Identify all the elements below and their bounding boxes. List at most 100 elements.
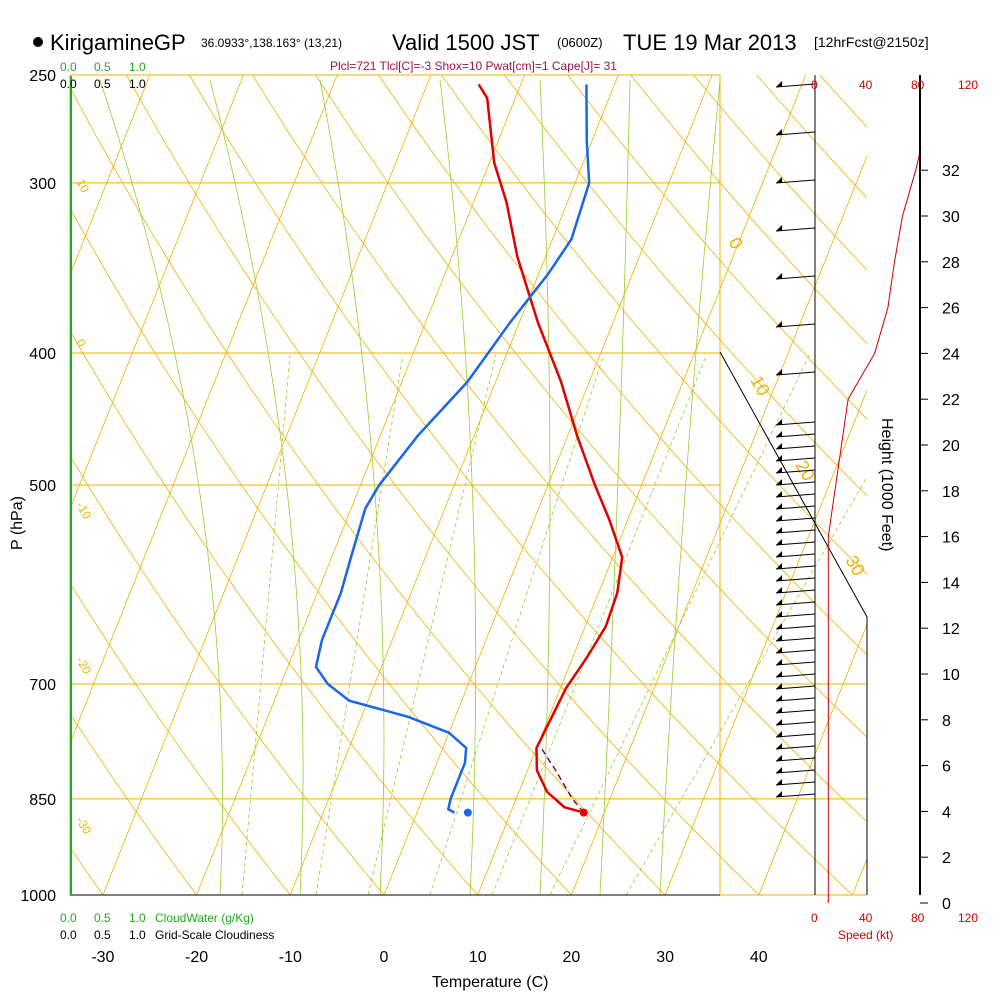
station-coords: 36.0933°,138.163° (13,21) <box>201 36 342 50</box>
pressure-tick-label: 400 <box>29 346 56 363</box>
wind-barb-flag <box>776 527 782 533</box>
x-tick-label: 10 <box>469 949 487 966</box>
cl-tick-bot-0: 0.0 <box>60 928 77 942</box>
isotherm-line <box>70 75 338 745</box>
temperature-line <box>477 83 624 814</box>
wind-barb <box>775 793 816 798</box>
speed-ticks-bottom: 0 40 80 120 <box>811 911 978 925</box>
wind-barb <box>775 553 816 558</box>
wind-barb <box>775 601 816 606</box>
cw-tick-bot-2: 1.0 <box>129 911 146 925</box>
height-tick-label: 24 <box>942 346 960 363</box>
wind-barb <box>775 697 816 702</box>
axes: -30 -20 -10 0 10 20 30 400246810121416182022242… <box>70 75 960 966</box>
isotherm-line <box>477 75 807 895</box>
surface-temperature-point <box>579 808 588 817</box>
wind-barb <box>775 227 816 232</box>
speed-tick-bot-1: 40 <box>859 911 873 925</box>
x-tick-label: 20 <box>563 949 581 966</box>
moist-adiabat-line <box>209 79 304 895</box>
height-tick-label: 26 <box>942 301 960 318</box>
wind-barb-flag <box>776 779 782 785</box>
wind-barb <box>775 179 816 184</box>
valid-date: TUE 19 Mar 2013 <box>623 30 797 55</box>
wind-barb-flag <box>776 623 782 629</box>
mixing-ratio-line <box>549 354 810 895</box>
wind-barb <box>775 493 816 498</box>
indices-line: Plcl=721 Tlcl[C]=-3 Shox=10 Pwat[cm]=1 C… <box>330 59 617 73</box>
speed-tick-bot-3: 120 <box>958 911 978 925</box>
wind-barb-flag <box>776 129 782 135</box>
height-tick-label: 8 <box>942 713 951 730</box>
mixing-ratio-line <box>367 354 497 895</box>
dry-adiabat-line <box>567 75 867 420</box>
isotherm-line <box>383 75 713 895</box>
cloudwater-legend-bottom: 0.0 0.5 1.0 CloudWater (g/Kg) 0.0 0.5 1.… <box>60 911 274 942</box>
wind-barb-flag <box>776 467 782 473</box>
x-tick-label: -20 <box>185 949 208 966</box>
dry-adiabat-line <box>252 75 867 823</box>
speed-tick-top-2: 80 <box>911 78 925 92</box>
wind-barb-flag <box>776 755 782 761</box>
wind-barb-flag <box>776 635 782 641</box>
wind-barb <box>775 757 816 762</box>
wind-barb-flag <box>776 587 782 593</box>
wind-barb <box>775 275 816 280</box>
height-tick-label: 12 <box>942 621 960 638</box>
wind-barb <box>775 445 816 450</box>
pressure-tick-label: 500 <box>29 478 56 495</box>
wind-barb <box>775 505 816 510</box>
wind-barb-flag <box>776 225 782 231</box>
wind-barb-flag <box>776 647 782 653</box>
wind-barb <box>775 433 816 438</box>
wind-barb <box>775 637 816 642</box>
wind-barb <box>775 565 816 570</box>
wind-barb-flag <box>776 273 782 279</box>
height-tick-label: 30 <box>942 209 960 226</box>
cloudwater-label: CloudWater (g/Kg) <box>155 911 254 925</box>
isotherm-label: -20 <box>73 655 94 677</box>
x-tick-label: 40 <box>750 949 768 966</box>
wind-barb <box>775 781 816 786</box>
isotherm-line <box>102 75 432 895</box>
pressure-tick-label: 300 <box>29 176 56 193</box>
speed-label: Speed (kt) <box>838 928 893 942</box>
wind-barb <box>775 685 816 690</box>
height-tick-label: 16 <box>942 530 960 547</box>
wind-barb-flag <box>776 431 782 437</box>
wind-barb <box>775 721 816 726</box>
wind-barb <box>775 769 816 774</box>
speed-tick-bot-0: 0 <box>811 911 818 925</box>
wind-barb <box>775 673 816 678</box>
pressure-tick-label: 700 <box>29 677 56 694</box>
speed-tick-top-3: 120 <box>958 78 978 92</box>
wind-barb-flag <box>776 599 782 605</box>
dry-adiabat-line <box>70 207 572 895</box>
wind-barb-flag <box>776 321 782 327</box>
dry-adiabat-line <box>0 75 9 895</box>
wind-barb <box>775 83 816 88</box>
wind-barb-flag <box>776 743 782 749</box>
cw-tick-top-2: 1.0 <box>129 60 146 74</box>
height-tick-label: 0 <box>942 896 951 913</box>
pressure-tick-label: 250 <box>29 68 56 85</box>
wind-barb-flag <box>776 563 782 569</box>
dry-adiabat-line <box>441 75 867 576</box>
cl-tick-bot-1: 0.5 <box>94 928 111 942</box>
wind-barb-flag <box>776 695 782 701</box>
wind-barb-flag <box>776 791 782 797</box>
isotherm-line <box>852 857 867 895</box>
wind-barb <box>775 745 816 750</box>
valid-utc: (0600Z) <box>557 35 603 50</box>
dry-adiabat-line <box>315 75 867 738</box>
wind-barb <box>775 421 816 426</box>
y2-axis-label: Height (1000 Feet) <box>878 418 895 551</box>
wind-barb <box>775 625 816 630</box>
cw-tick-top-1: 0.5 <box>94 60 111 74</box>
speed-tick-top-1: 40 <box>859 78 873 92</box>
wind-barbs <box>719 75 868 895</box>
wind-barb-flag <box>776 707 782 713</box>
dry-adiabat-line <box>126 75 760 895</box>
